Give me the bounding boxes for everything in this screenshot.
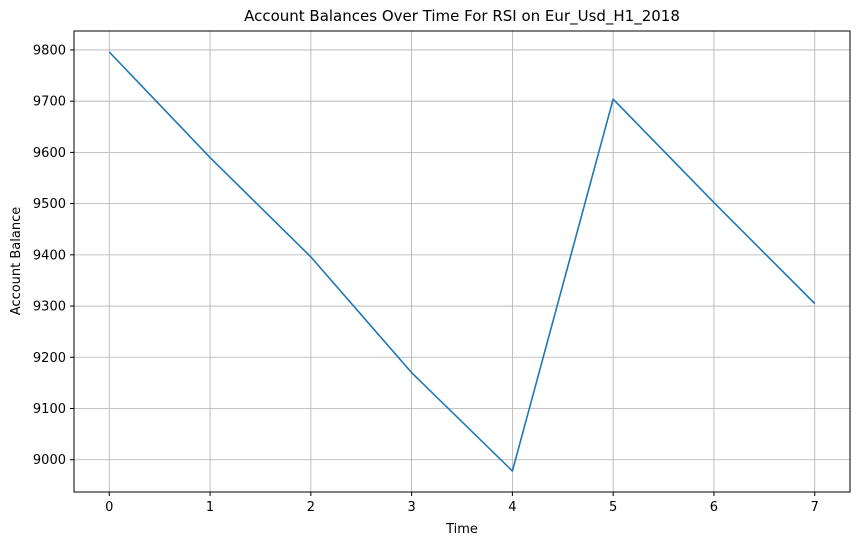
plot-frame <box>73 30 851 493</box>
y-tick-label: 9600 <box>33 146 66 161</box>
chart-title: Account Balances Over Time For RSI on Eu… <box>244 7 680 26</box>
y-tick-label: 9400 <box>33 248 66 263</box>
x-tick-label: 3 <box>407 500 415 515</box>
series-line-0 <box>108 51 816 472</box>
y-tick-label: 9000 <box>33 453 66 468</box>
x-tick-label: 5 <box>609 500 617 515</box>
y-tick-label: 9300 <box>33 300 66 315</box>
x-axis-label: Time <box>445 522 478 537</box>
ticks: 0 1 2 3 4 5 6 7 9000 9100 9200 9300 9400 9500 9600 9700… <box>33 43 819 515</box>
x-tick-label: 7 <box>811 500 819 515</box>
x-tick-label: 6 <box>710 500 718 515</box>
y-tick-label: 9500 <box>33 197 66 212</box>
y-tick-label: 9700 <box>33 95 66 110</box>
series-layer <box>108 51 816 472</box>
x-tick-label: 0 <box>105 500 113 515</box>
grid <box>74 31 850 492</box>
x-tick-label: 4 <box>508 500 516 515</box>
y-tick-label: 9100 <box>33 402 66 417</box>
y-tick-label: 9800 <box>33 43 66 58</box>
x-tick-label: 1 <box>206 500 214 515</box>
y-tick-label: 9200 <box>33 351 66 366</box>
y-axis-label: Account Balance <box>9 207 24 315</box>
x-tick-label: 2 <box>307 500 315 515</box>
